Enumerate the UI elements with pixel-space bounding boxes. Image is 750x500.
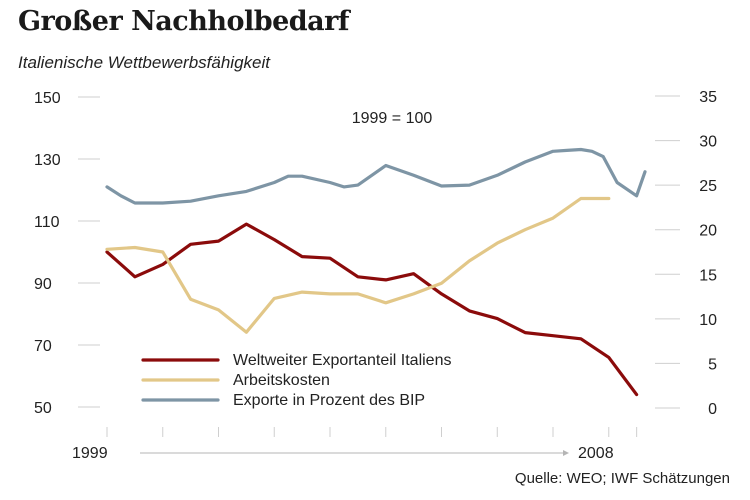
y-right-tick-label: 25: [699, 178, 717, 195]
y-right-tick-label: 5: [708, 356, 717, 373]
y-right-tick-label: 30: [699, 134, 717, 151]
series-line: [105, 196, 611, 334]
legend-label: Arbeitskosten: [233, 372, 330, 389]
annotation-base-year: 1999 = 100: [352, 110, 433, 127]
y-left-tick-label: 150: [34, 90, 61, 107]
chart-subtitle: Italienische Wettbewerbsfähigkeit: [18, 53, 270, 72]
x-end-label: 2008: [578, 445, 614, 462]
y-right-tick-label: 20: [699, 223, 717, 240]
y-right-tick-label: 35: [699, 89, 717, 106]
x-axis-arrow-head: [563, 450, 569, 456]
legend-label: Weltweiter Exportanteil Italiens: [233, 352, 451, 369]
y-right-tick-label: 10: [699, 312, 717, 329]
series-line: [105, 222, 639, 397]
y-left-tick-label: 110: [34, 214, 60, 231]
legend-label: Exporte in Prozent des BIP: [233, 392, 425, 409]
source-note: Quelle: WEO; IWF Schätzungen: [514, 470, 730, 487]
y-right-tick-label: 15: [699, 267, 717, 284]
series-line: [105, 147, 647, 205]
chart-title: Großer Nachholbedarf: [18, 6, 350, 37]
y-left-tick-label: 130: [34, 152, 61, 169]
x-start-label: 1999: [72, 445, 108, 462]
y-right-tick-label: 0: [708, 401, 717, 418]
y-left-tick-label: 90: [34, 276, 52, 293]
y-left-tick-label: 50: [34, 400, 52, 417]
y-left-tick-label: 70: [34, 338, 52, 355]
